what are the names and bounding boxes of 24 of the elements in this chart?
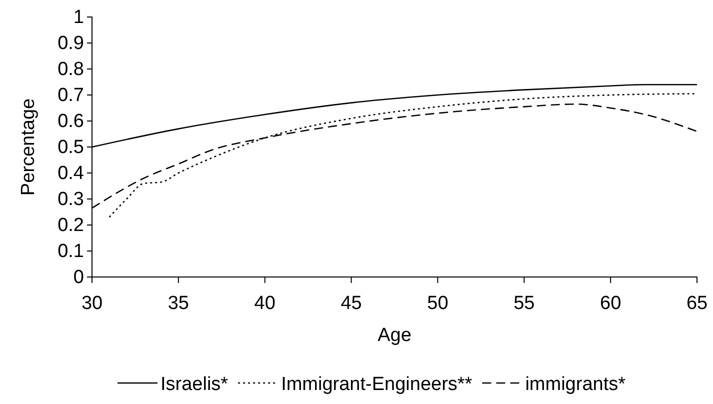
legend-label: Immigrant-Engineers** (281, 374, 473, 395)
x-tick-label: 30 (81, 292, 103, 314)
y-tick-label: 0.2 (58, 215, 84, 236)
legend-label: Israelis* (160, 374, 229, 395)
y-tick-label: 0.3 (58, 189, 84, 210)
y-tick-label: 0.4 (58, 163, 84, 184)
y-tick-label: 1 (73, 7, 84, 28)
x-tick-label: 45 (340, 292, 362, 314)
legend-label: immigrants* (525, 374, 626, 395)
x-axis-title: Age (378, 325, 412, 346)
x-tick-label: 60 (600, 292, 622, 314)
x-tick-label: 55 (514, 292, 535, 314)
y-axis-title: Percentage (18, 98, 39, 196)
y-tick-label: 0.7 (58, 85, 84, 106)
y-tick-label: 0.9 (58, 33, 84, 54)
y-tick-label: 0.6 (58, 111, 84, 132)
x-tick-label: 35 (168, 292, 189, 314)
y-tick-label: 0 (73, 267, 84, 288)
y-tick-label: 0.5 (58, 137, 84, 158)
x-tick-label: 50 (427, 292, 448, 314)
x-tick-label: 40 (254, 292, 276, 314)
y-tick-label: 0.1 (58, 241, 84, 262)
x-tick-label: 65 (686, 292, 708, 314)
y-tick-label: 0.8 (58, 59, 84, 80)
